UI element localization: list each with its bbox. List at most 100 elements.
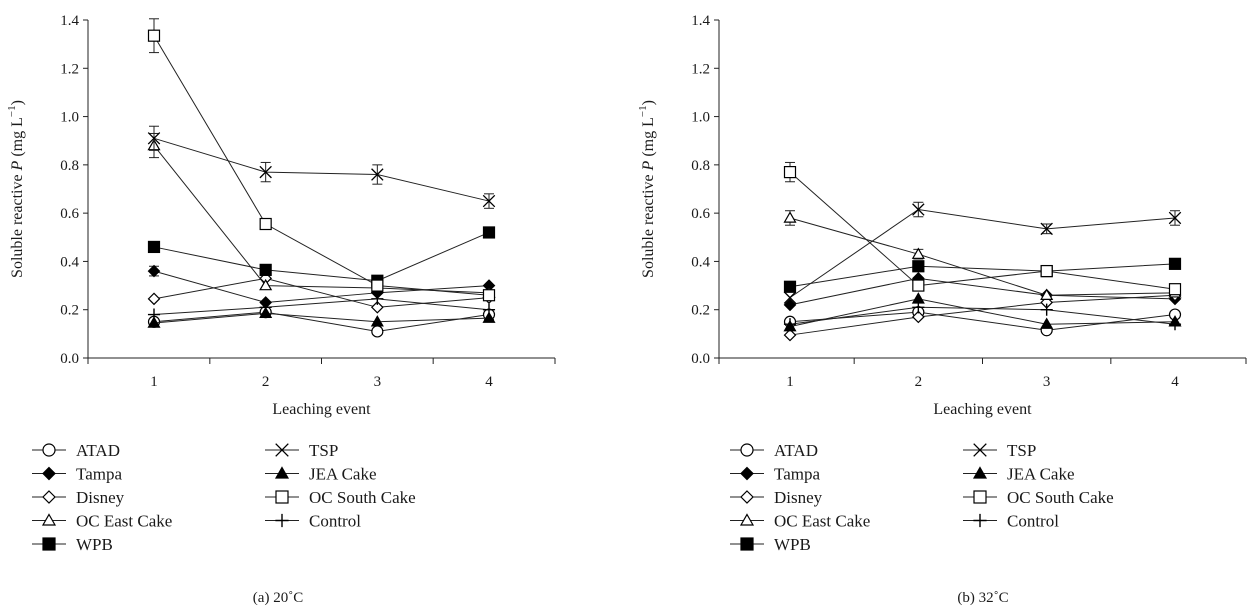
legend-item-oc-south-cake: OC South Cake bbox=[963, 488, 1114, 507]
data-point-tsp bbox=[1040, 222, 1053, 236]
data-point-oc-south-cake bbox=[147, 29, 161, 42]
legend-item-wpb: WPB bbox=[32, 535, 113, 554]
y-tick-label: 0.0 bbox=[691, 351, 710, 367]
legend-marker-jea-cake bbox=[972, 466, 988, 479]
legend-marker-disney bbox=[42, 490, 56, 504]
series-line-atad bbox=[789, 311, 1176, 331]
legend: ATAD Tampa Disney OC East Cake WPB TSP JEA Cak… bbox=[32, 441, 416, 554]
series-line-wpb bbox=[153, 231, 490, 282]
y-tick-label: 0.4 bbox=[60, 254, 79, 270]
legend-item-wpb: WPB bbox=[730, 535, 811, 554]
legend-marker-control bbox=[275, 513, 289, 528]
x-axis-label: Leaching event bbox=[933, 401, 1032, 418]
series-disney bbox=[147, 271, 496, 314]
data-point-jea-cake bbox=[370, 315, 384, 327]
data-point-tampa bbox=[783, 298, 797, 312]
data-point-control bbox=[1040, 303, 1053, 316]
y-axis-label-part: P bbox=[640, 160, 657, 171]
legend-label: WPB bbox=[774, 535, 811, 554]
legend-marker-tsp bbox=[275, 443, 289, 457]
data-point-control bbox=[912, 301, 925, 314]
legend-label: Control bbox=[1007, 512, 1059, 531]
data-point-control bbox=[783, 318, 797, 331]
data-point-jea-cake bbox=[147, 316, 161, 328]
legend-item-tsp: TSP bbox=[963, 441, 1036, 460]
data-point-wpb bbox=[1168, 257, 1182, 270]
legend-label: TSP bbox=[309, 441, 338, 460]
legend-item-oc-east-cake: OC East Cake bbox=[32, 512, 172, 531]
y-axis-label-part: ) bbox=[9, 100, 26, 105]
series-tsp bbox=[147, 125, 496, 209]
legend-label: OC South Cake bbox=[309, 488, 416, 507]
series-line-atad bbox=[153, 311, 490, 332]
legend-item-tampa: Tampa bbox=[32, 465, 122, 484]
legend-label: JEA Cake bbox=[309, 465, 377, 484]
series-control bbox=[783, 301, 1182, 331]
legend-label: ATAD bbox=[76, 441, 120, 460]
y-tick-label: 0.2 bbox=[60, 303, 79, 319]
data-point-oc-east-cake bbox=[783, 211, 797, 223]
series-line-tsp bbox=[153, 137, 490, 202]
legend-marker-oc-east-cake bbox=[739, 513, 755, 526]
panel-caption: (a) 20˚C bbox=[253, 590, 303, 606]
legend-marker-wpb bbox=[740, 537, 754, 551]
data-point-wpb bbox=[783, 280, 797, 293]
series-line-control bbox=[789, 306, 1176, 325]
data-point-jea-cake bbox=[1040, 317, 1054, 329]
y-tick-label: 0.2 bbox=[691, 303, 710, 319]
y-axis-label: Soluble reactive P (mg L−1) bbox=[637, 100, 657, 278]
series-oc-south-cake bbox=[147, 18, 496, 302]
y-tick-label: 1.4 bbox=[60, 13, 79, 29]
series-control bbox=[147, 292, 496, 321]
legend-marker-wpb bbox=[42, 537, 56, 551]
legend-label: OC East Cake bbox=[774, 512, 870, 531]
data-point-control bbox=[259, 301, 272, 314]
series-atad bbox=[783, 306, 1182, 337]
y-axis-label-part: (mg L bbox=[9, 117, 26, 161]
legend-item-oc-east-cake: OC East Cake bbox=[730, 512, 870, 531]
legend-marker-atad bbox=[42, 443, 56, 457]
data-point-oc-south-cake bbox=[912, 279, 925, 292]
series-line-oc-south-cake bbox=[153, 35, 490, 296]
data-point-disney bbox=[147, 292, 161, 306]
series-line-oc-east-cake bbox=[789, 217, 1176, 296]
data-point-oc-south-cake bbox=[783, 166, 797, 179]
data-point-disney bbox=[370, 300, 384, 314]
series-line-jea-cake bbox=[789, 298, 1176, 328]
y-axis-label-part: (mg L bbox=[640, 117, 657, 161]
legend-marker-oc-east-cake bbox=[41, 513, 57, 526]
series-line-oc-east-cake bbox=[153, 145, 490, 294]
data-point-tsp bbox=[783, 291, 797, 304]
x-tick-label: 2 bbox=[262, 374, 270, 390]
legend-item-atad: ATAD bbox=[730, 441, 818, 460]
y-axis-label: Soluble reactive P (mg L−1) bbox=[6, 100, 26, 278]
data-point-oc-east-cake bbox=[259, 278, 273, 291]
legend-item-disney: Disney bbox=[32, 488, 125, 507]
legend-label: OC East Cake bbox=[76, 512, 172, 531]
legend-marker-oc-south-cake bbox=[275, 490, 289, 504]
legend-label: OC South Cake bbox=[1007, 488, 1114, 507]
data-point-tsp bbox=[259, 165, 272, 179]
x-axis-label: Leaching event bbox=[272, 401, 371, 418]
chart-panel-a: 0.0 0.2 0.4 0.6 0.8 1.0 1.2 1.4 1 2 3 4 Leaching eve… bbox=[6, 13, 556, 606]
series-line-tampa bbox=[789, 277, 1176, 306]
data-point-jea-cake bbox=[482, 311, 496, 323]
data-point-tampa bbox=[147, 264, 161, 278]
data-point-tsp bbox=[482, 194, 496, 208]
data-point-tsp bbox=[371, 168, 384, 181]
legend-item-control: Control bbox=[963, 512, 1059, 531]
y-axis-label-part: −1 bbox=[6, 105, 18, 117]
y-tick-label: 1.4 bbox=[691, 13, 710, 29]
data-point-oc-east-cake bbox=[1040, 288, 1054, 300]
chart-panel-b: 0.0 0.2 0.4 0.6 0.8 1.0 1.2 1.4 1 2 3 4 Leaching eve… bbox=[637, 13, 1247, 606]
series-wpb bbox=[147, 226, 496, 287]
legend-label: Disney bbox=[76, 488, 125, 507]
y-tick-label: 0.6 bbox=[60, 206, 79, 222]
legend-item-tsp: TSP bbox=[265, 441, 338, 460]
data-point-wpb bbox=[147, 240, 161, 254]
legend-marker-atad bbox=[740, 443, 754, 457]
series-line-jea-cake bbox=[153, 312, 490, 324]
y-tick-label: 0.4 bbox=[691, 254, 710, 270]
series-line-disney bbox=[789, 294, 1176, 336]
